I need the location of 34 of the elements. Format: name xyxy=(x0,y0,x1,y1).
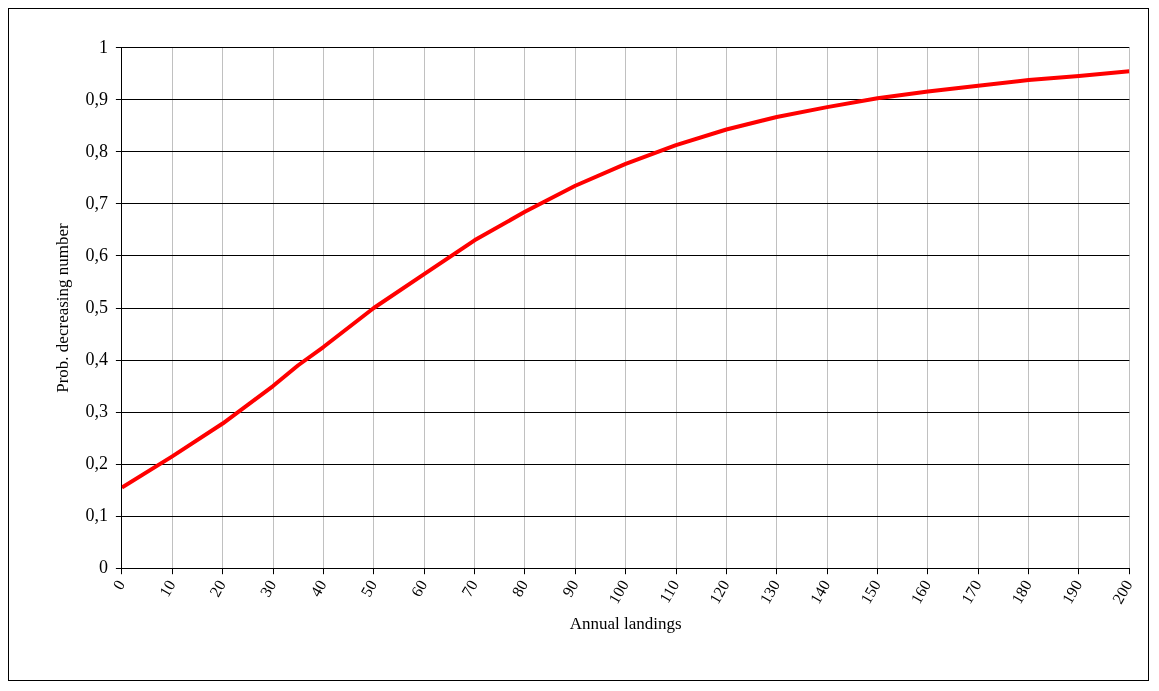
y-tick-label: 0,7 xyxy=(85,192,108,213)
y-tick-label: 0,5 xyxy=(85,296,108,317)
x-tick-label: 40 xyxy=(306,577,330,600)
x-tick-label: 190 xyxy=(1058,577,1086,607)
y-tick-label: 1 xyxy=(98,36,108,57)
x-tick-label: 180 xyxy=(1008,577,1035,607)
y-tick-label: 0,1 xyxy=(85,504,108,525)
x-tick-label: 200 xyxy=(1108,577,1136,607)
y-tick-label: 0,9 xyxy=(85,88,108,109)
y-tick-label: 0,6 xyxy=(85,244,108,265)
x-tick-label: 100 xyxy=(605,577,632,607)
x-tick-label: 60 xyxy=(407,577,431,600)
y-tick-label: 0,4 xyxy=(85,348,108,369)
x-tick-label: 50 xyxy=(357,577,381,600)
x-tick-label: 20 xyxy=(206,577,229,600)
x-tick-label: 110 xyxy=(655,577,683,606)
x-tick-label: 10 xyxy=(155,577,179,600)
y-axis-title: Prob. decreasing number xyxy=(52,222,72,393)
x-tick-label: 150 xyxy=(857,577,884,607)
y-tick-label: 0 xyxy=(98,556,108,577)
x-tick-label: 130 xyxy=(756,577,783,607)
y-tick-label: 0,2 xyxy=(85,452,108,473)
x-tick-label: 80 xyxy=(508,577,532,600)
y-tick-label: 0,8 xyxy=(85,140,108,161)
x-tick-label: 170 xyxy=(957,577,985,607)
x-tick-label: 120 xyxy=(705,577,733,607)
x-tick-label: 70 xyxy=(458,577,481,600)
x-tick-label: 140 xyxy=(806,577,834,607)
x-tick-label: 0 xyxy=(109,577,129,593)
x-axis-title: Annual landings xyxy=(569,614,682,634)
x-tick-label: 160 xyxy=(907,577,935,607)
x-tick-label: 30 xyxy=(256,577,280,600)
y-tick-label: 0,3 xyxy=(85,400,108,421)
x-tick-label: 90 xyxy=(558,577,582,600)
